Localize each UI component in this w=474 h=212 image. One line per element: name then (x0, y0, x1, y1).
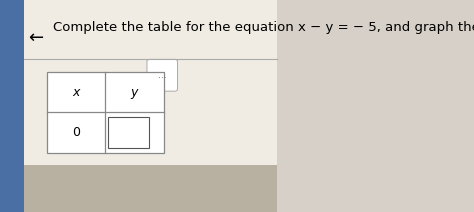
Text: x: x (73, 86, 80, 99)
Text: Complete the table for the equation x − y = − 5, and graph the equation.: Complete the table for the equation x − … (53, 21, 474, 34)
FancyBboxPatch shape (47, 72, 164, 153)
FancyBboxPatch shape (108, 117, 149, 148)
FancyBboxPatch shape (0, 0, 24, 212)
Text: 0: 0 (72, 126, 80, 139)
Text: ...: ... (158, 71, 166, 80)
FancyBboxPatch shape (147, 59, 177, 91)
FancyBboxPatch shape (24, 0, 277, 165)
Text: y: y (131, 86, 138, 99)
Text: ←: ← (28, 29, 43, 47)
FancyBboxPatch shape (24, 165, 277, 212)
